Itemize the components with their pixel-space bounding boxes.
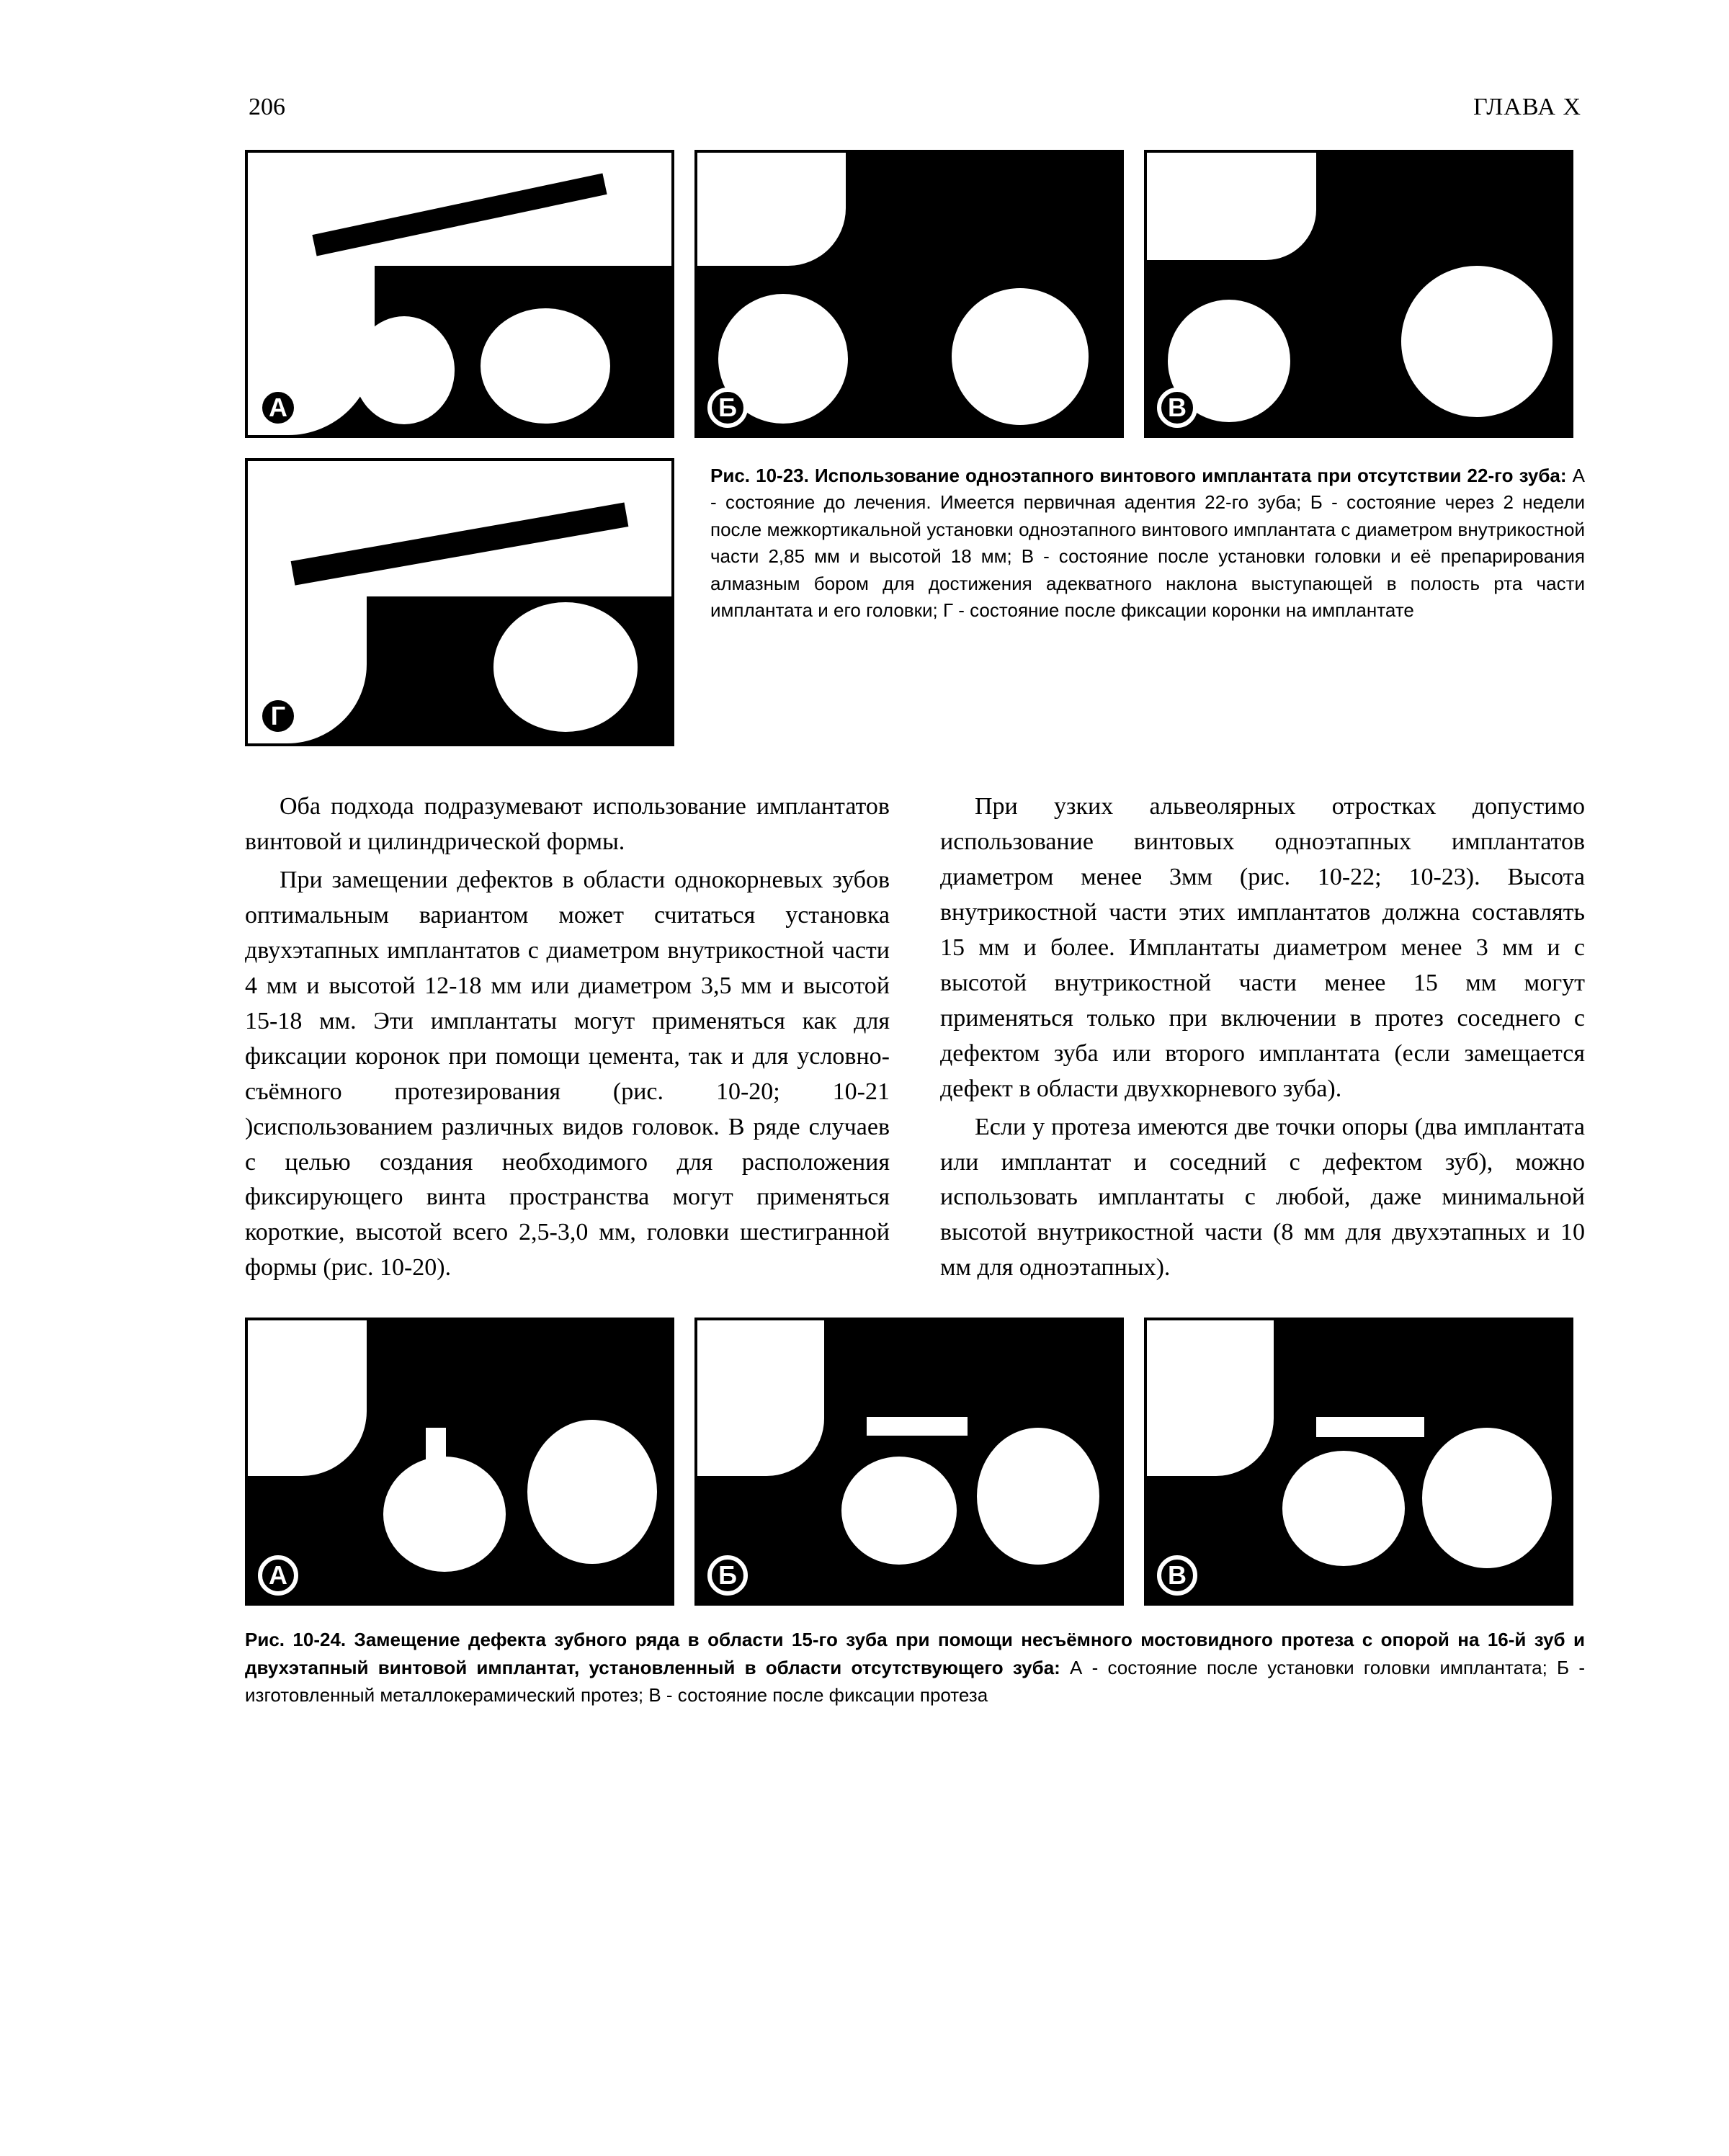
body-columns: Оба подхода подразумевают использование … xyxy=(245,790,1585,1289)
panel-label-g-icon: Г xyxy=(258,696,298,736)
fig-10-23-caption-bold: Рис. 10-23. Использование одноэтапного в… xyxy=(710,465,1567,486)
fig-10-24-caption: Рис. 10-24. Замещение дефекта зубного ря… xyxy=(245,1626,1585,1709)
panel-label-v-icon: В xyxy=(1157,388,1197,428)
left-column: Оба подхода подразумевают использование … xyxy=(245,790,890,1289)
fig-10-24-row: А Б В xyxy=(245,1318,1585,1606)
panel-label-b-icon: Б xyxy=(707,388,748,428)
fig-10-23-row2: Г Рис. 10-23. Использование одноэтапного… xyxy=(245,458,1585,746)
page-header: 206 ГЛАВА X xyxy=(245,94,1585,121)
fig-10-23-panel-v: В xyxy=(1144,150,1573,438)
fig-10-23-caption: Рис. 10-23. Использование одноэтапного в… xyxy=(710,458,1585,746)
panel-label-b2-icon: Б xyxy=(707,1555,748,1596)
chapter-title: ГЛАВА X xyxy=(1473,94,1581,121)
panel-label-a2-icon: А xyxy=(258,1555,298,1596)
fig-10-23-row1: А Б В xyxy=(245,150,1585,438)
right-para-1: При узких альвеолярных отростках допусти… xyxy=(940,790,1585,1107)
left-para-2: При замещении дефектов в области однокор… xyxy=(245,863,890,1286)
fig-10-23-panel-b: Б xyxy=(694,150,1124,438)
right-column: При узких альвеолярных отростках допусти… xyxy=(940,790,1585,1289)
fig-10-24-panel-b: Б xyxy=(694,1318,1124,1606)
fig-10-24-panel-a: А xyxy=(245,1318,674,1606)
fig-10-23-caption-rest: А - состояние до лечения. Имеется первич… xyxy=(710,465,1585,621)
fig-10-23-panel-a: А xyxy=(245,150,674,438)
page-number: 206 xyxy=(249,94,285,121)
page: 206 ГЛАВА X А Б В xyxy=(0,0,1729,2156)
fig-10-23-panel-g: Г xyxy=(245,458,674,746)
panel-label-v2-icon: В xyxy=(1157,1555,1197,1596)
left-para-1: Оба подхода подразумевают использование … xyxy=(245,790,890,860)
fig-10-24-panel-v: В xyxy=(1144,1318,1573,1606)
panel-label-a-icon: А xyxy=(258,388,298,428)
right-para-2: Если у протеза имеются две точки опоры (… xyxy=(940,1110,1585,1287)
